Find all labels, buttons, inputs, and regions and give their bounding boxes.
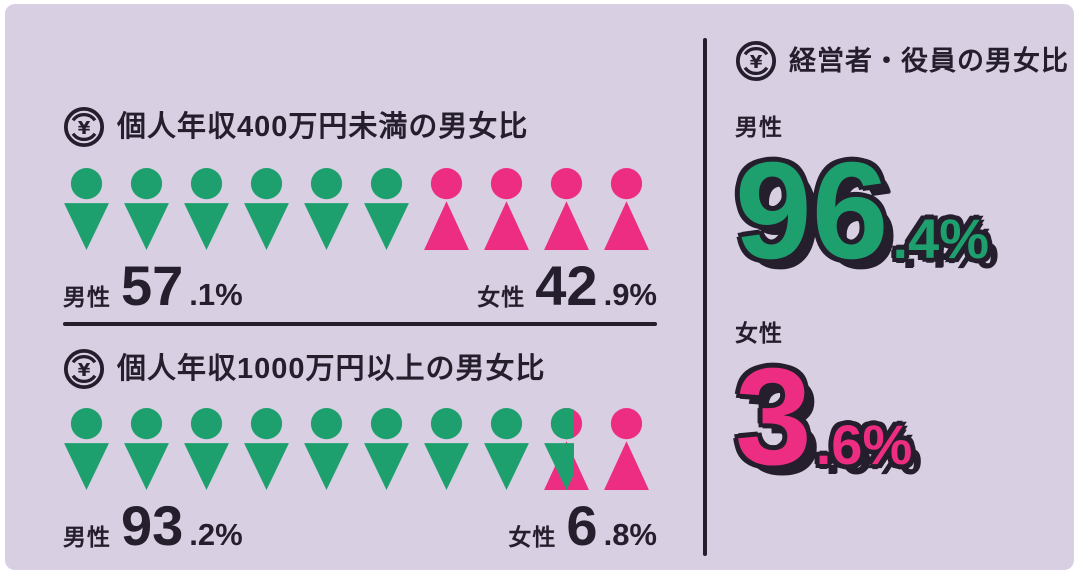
horizontal-divider — [63, 322, 657, 326]
male-icon — [364, 168, 409, 250]
stats-row-over-1000: 男性 93 .2% 女性 6 .8% — [63, 498, 657, 554]
female-label: 女性 — [477, 284, 526, 310]
female-stat: 女性 6 .8% — [508, 498, 657, 554]
male-icon — [64, 168, 109, 250]
section-title: 経営者・役員の男女比 — [789, 45, 1069, 76]
section-title: 個人年収1000万円以上の男女比 — [117, 352, 546, 385]
male-stat: 男性 93 .2% — [63, 498, 243, 554]
female-icon — [484, 168, 529, 250]
female-label: 女性 — [508, 524, 557, 550]
male-icon — [184, 168, 229, 250]
male-value-decimal: .1% — [189, 277, 243, 312]
executives-section: ¥ 経営者・役員の男女比 男性 96.4% 女性 3.6% — [735, 40, 1070, 495]
male-stat: 男性 57 .1% — [63, 258, 243, 314]
male-label: 男性 — [735, 114, 783, 140]
section-title: 個人年収400万円未満の男女比 — [117, 110, 529, 143]
yen-coin-icon: ¥ — [63, 106, 105, 148]
male-icon — [244, 408, 289, 490]
pictogram-row-under-400 — [63, 168, 650, 250]
split-male-female-icon — [543, 408, 590, 490]
yen-coin-icon: ¥ — [735, 40, 777, 82]
svg-text:¥: ¥ — [78, 118, 91, 139]
yen-coin-icon: ¥ — [63, 348, 105, 390]
infographic-panel: ¥ 個人年収400万円未満の男女比 男性 57 .1% 女性 42 .9% ¥ … — [5, 4, 1074, 570]
male-icon — [424, 408, 469, 490]
female-value-decimal: .9% — [603, 277, 657, 312]
male-icon — [544, 408, 575, 490]
svg-text:¥: ¥ — [750, 52, 763, 73]
male-executive-percentage: 96.4% — [735, 134, 989, 288]
executives-title-row: ¥ 経営者・役員の男女比 — [735, 40, 1070, 82]
section-under-400-title-row: ¥ 個人年収400万円未満の男女比 — [63, 106, 528, 148]
female-stat: 女性 42 .9% — [477, 258, 657, 314]
male-icon — [184, 408, 229, 490]
male-value-decimal: .2% — [189, 517, 243, 552]
male-label: 男性 — [63, 284, 111, 310]
male-icon — [124, 168, 169, 250]
male-label: 男性 — [63, 524, 111, 550]
svg-text:¥: ¥ — [78, 360, 91, 381]
vertical-divider — [703, 38, 707, 556]
male-icon — [244, 168, 289, 250]
female-icon — [544, 168, 589, 250]
male-icon — [304, 168, 349, 250]
male-value: 57 — [121, 254, 184, 317]
female-icon — [604, 408, 649, 490]
male-icon — [304, 408, 349, 490]
stats-row-under-400: 男性 57 .1% 女性 42 .9% — [63, 258, 657, 314]
pictogram-row-over-1000 — [63, 408, 650, 490]
section-over-1000-title-row: ¥ 個人年収1000万円以上の男女比 — [63, 348, 546, 390]
female-icon — [604, 168, 649, 250]
male-icon — [124, 408, 169, 490]
female-label: 女性 — [735, 320, 783, 347]
female-value: 6 — [566, 494, 598, 557]
male-value: 93 — [121, 494, 184, 557]
female-value-decimal: .8% — [603, 517, 657, 552]
male-icon — [364, 408, 409, 490]
female-value: 42 — [535, 254, 598, 317]
male-icon — [64, 408, 109, 490]
female-executive-percentage: 3.6% — [735, 340, 913, 495]
female-icon — [424, 168, 469, 250]
male-icon — [484, 408, 529, 490]
